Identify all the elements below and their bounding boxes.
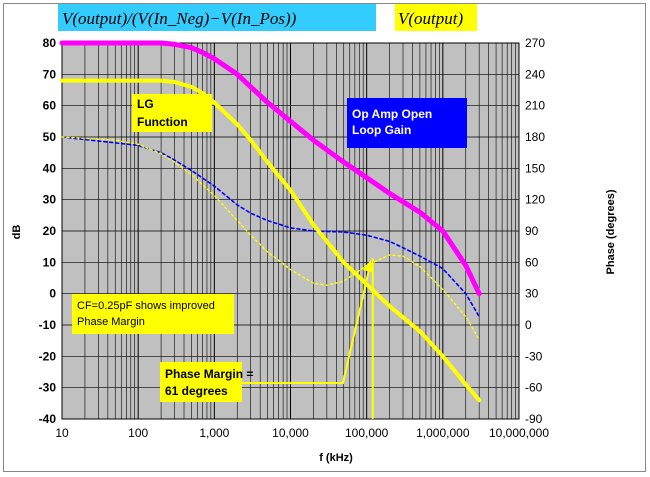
header-right-bg [395,4,477,31]
y2-tick-label: 270 [525,36,545,50]
y-tick-label: 70 [43,67,57,81]
y-tick-label: 30 [43,193,57,207]
phase-margin-arrow [242,261,372,384]
y2-axis-title: Phase (degrees) [605,189,617,274]
y-tick-label: -40 [39,412,57,426]
x-tick-label: 100,000 [345,426,389,440]
y-tick-label: 20 [43,224,57,238]
y-axis-title: dB [11,225,23,240]
y-tick-label: 60 [43,99,57,113]
y2-tick-label: 120 [525,193,545,207]
phase-margin-line2: 61 degrees [165,384,228,398]
series-line-3 [61,136,481,318]
y2-tick-label: 30 [525,287,539,301]
y-tick-label: 50 [43,130,57,144]
y2-tick-label: 210 [525,99,545,113]
cf-note-line1: CF=0.25pF shows improved [77,300,215,312]
lg-function-line1: LG [137,97,154,111]
y-tick-label: 10 [43,255,57,269]
op-amp-line1: Op Amp Open [352,107,432,121]
lg-function-box [132,94,212,132]
x-tick-label: 10 [55,426,69,440]
x-axis-title: f (kHz) [319,452,353,464]
header-left-bg [58,4,376,31]
op-amp-line2: Loop Gain [352,123,411,137]
phase-margin-line1: Phase Margin = [165,367,253,381]
cf-note-line2: Phase Margin [77,316,145,328]
y-tick-label: 80 [43,36,57,50]
x-tick-label: 100 [128,426,148,440]
op-amp-box [347,98,467,148]
y2-tick-label: -60 [525,381,543,395]
x-tick-label: 10,000,000 [489,426,549,440]
x-tick-label: 1,000 [199,426,229,440]
x-tick-label: 1,000,000 [416,426,470,440]
y2-tick-label: 180 [525,130,545,144]
series-line-2 [61,136,480,341]
header-right-label: V(output) [398,9,463,28]
y2-tick-label: -30 [525,349,543,363]
x-tick-label: 10,000 [272,426,309,440]
y-tick-label: -30 [39,381,57,395]
y-tick-label: 0 [49,287,56,301]
cf-note-box [72,294,234,334]
series-line-0 [59,40,482,297]
header-left-label: V(output)/(V(In_Neg)−V(In_Pos)) [62,9,297,28]
y2-tick-label: 90 [525,224,539,238]
y2-tick-label: 240 [525,67,545,81]
phase-margin-arrowhead [362,260,373,273]
y2-tick-label: -90 [525,412,543,426]
y2-tick-label: 60 [525,255,539,269]
y2-tick-label: 0 [525,318,532,332]
y-tick-label: 40 [43,161,57,175]
phase-margin-box [160,362,242,402]
lg-function-line2: Function [137,115,188,129]
series-line-1 [60,78,482,403]
y-tick-label: -10 [39,318,57,332]
y-tick-label: -20 [39,349,57,363]
y2-tick-label: 150 [525,161,545,175]
